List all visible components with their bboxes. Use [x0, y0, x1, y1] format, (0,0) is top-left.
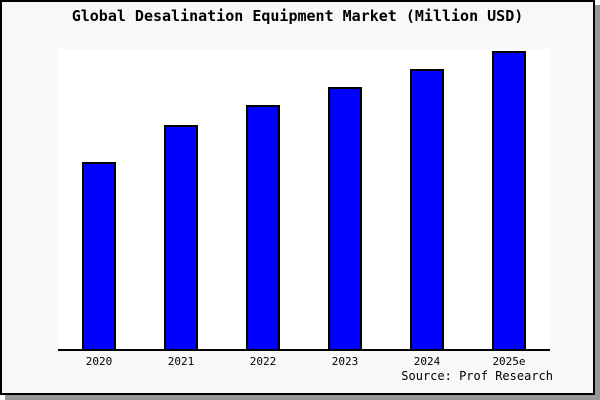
x-tick-label-2021: 2021	[167, 355, 195, 368]
bar-2020	[82, 162, 116, 349]
bar-slot	[140, 49, 222, 349]
bar-2023	[328, 87, 362, 349]
bar-2024	[410, 69, 444, 349]
bar-2025e	[492, 51, 526, 349]
x-tick-label-2024: 2024	[413, 355, 441, 368]
source-credit: Source: Prof Research	[401, 369, 553, 383]
bar-slot	[386, 49, 468, 349]
bar-slot	[222, 49, 304, 349]
x-tick-label-2025e: 2025e	[492, 355, 526, 368]
bar-2022	[246, 105, 280, 349]
plot-area	[58, 49, 550, 351]
bar-2021	[164, 125, 198, 349]
bar-slot	[58, 49, 140, 349]
x-tick-label-2023: 2023	[331, 355, 359, 368]
chart-panel: Global Desalination Equipment Market (Mi…	[0, 0, 595, 395]
x-tick-label-2020: 2020	[85, 355, 113, 368]
bar-slot	[468, 49, 550, 349]
chart-title: Global Desalination Equipment Market (Mi…	[71, 7, 524, 25]
x-axis-labels: 2020 2021 2022 2023 2024 2025e	[58, 355, 550, 368]
x-tick-label-2022: 2022	[249, 355, 277, 368]
bar-slot	[304, 49, 386, 349]
